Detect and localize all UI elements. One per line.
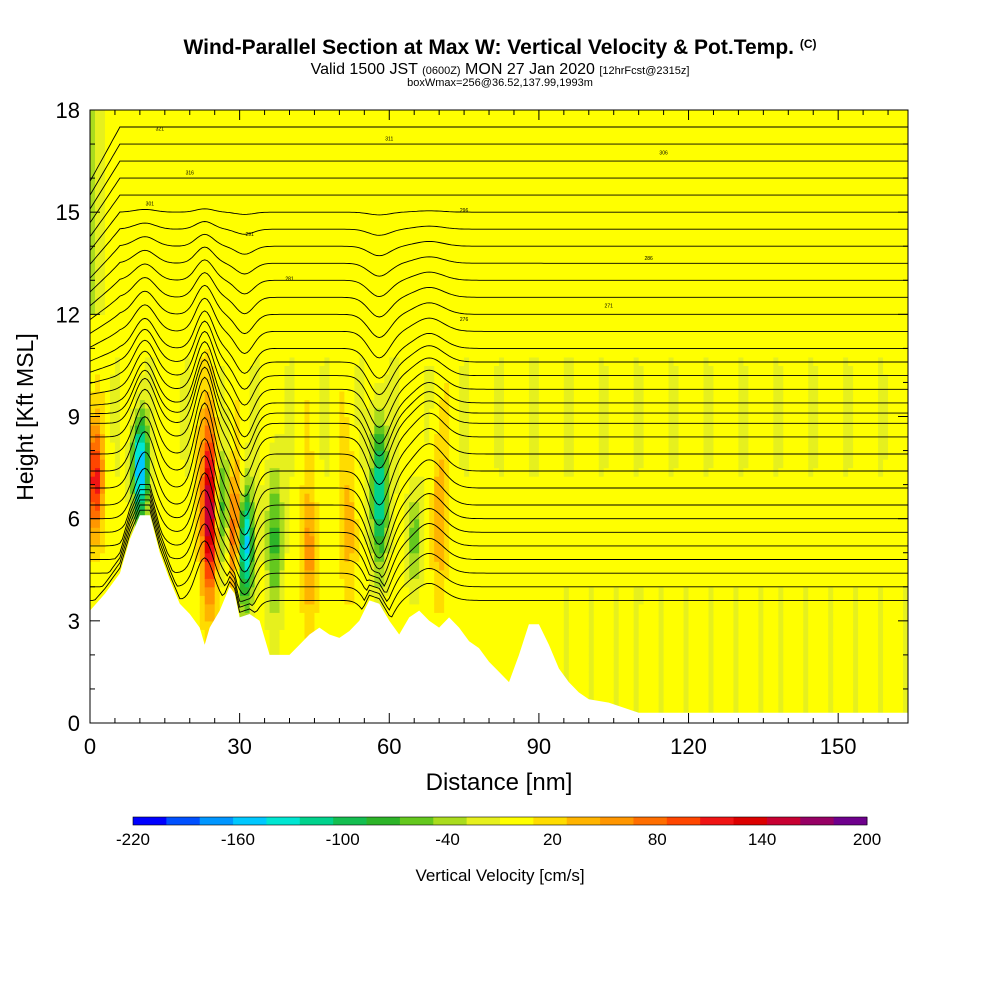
contour-label: 311 (385, 137, 393, 143)
x-tick-label: 150 (820, 734, 857, 759)
x-tick-label: 0 (84, 734, 96, 759)
copyright-mark: (C) (799, 37, 817, 51)
theta-contours (90, 126, 908, 618)
chart-title: Wind-Parallel Section at Max W: Vertical… (183, 36, 817, 59)
contour-label: 306 (659, 150, 668, 156)
box-wmax-line: boxWmax=256@36.52,137.99,1993m (407, 77, 593, 89)
y-axis: 0 3 6 9 12 15 18 (56, 98, 908, 736)
y-tick-label: 3 (68, 609, 80, 634)
colorbar-swatch (333, 817, 368, 825)
colorbar-tick-label: 80 (648, 830, 667, 849)
colorbar-swatch (666, 817, 701, 825)
y-tick-label: 18 (56, 98, 80, 123)
colorbar-swatch (566, 817, 601, 825)
colorbar-swatch (199, 817, 234, 825)
x-axis-label: Distance [nm] (426, 769, 573, 796)
x-axis: 0 30 60 90 120 150 (84, 110, 889, 759)
colorbar-swatch (700, 817, 735, 825)
colorbar-swatch (833, 817, 868, 825)
y-tick-label: 6 (68, 507, 80, 532)
colorbar-swatch (600, 817, 634, 825)
contour-label: 286 (644, 256, 653, 262)
y-axis-label: Height [Kft MSL] (12, 333, 38, 500)
colorbar-swatch (233, 817, 267, 825)
contour-label: 281 (285, 276, 294, 282)
contour-label: 271 (605, 304, 614, 310)
x-tick-label: 90 (527, 734, 551, 759)
x-tick-label: 30 (227, 734, 251, 759)
colorbar-swatch (466, 817, 501, 825)
colorbar-swatch (500, 817, 534, 825)
colorbar-swatch (433, 817, 468, 825)
contour-label: 276 (460, 317, 469, 323)
x-tick-label: 60 (377, 734, 401, 759)
colorbar-swatch (733, 817, 768, 825)
x-tick-label: 120 (670, 734, 707, 759)
colorbar-swatch (133, 817, 167, 825)
colorbar-swatch (266, 817, 301, 825)
contour-label: 296 (460, 208, 469, 214)
valid-time-line: Valid 1500 JST (0600Z) MON 27 Jan 2020 [… (310, 61, 690, 78)
colorbar: -220 -160 -100 -40 20 80 140 200 (116, 816, 881, 849)
colorbar-tick-label: 20 (543, 830, 562, 849)
colorbar-swatch (766, 817, 801, 825)
contour-label: 321 (156, 126, 165, 132)
y-tick-label: 15 (56, 200, 80, 225)
colorbar-swatch (533, 817, 568, 825)
colorbar-tick-label: -40 (435, 830, 460, 849)
colorbar-tick-label: 140 (748, 830, 776, 849)
colorbar-tick-label: -160 (221, 830, 255, 849)
colorbar-swatch (166, 817, 201, 825)
colorbar-tick-label: 200 (853, 830, 881, 849)
colorbar-swatch (299, 817, 334, 825)
y-tick-label: 12 (56, 302, 80, 327)
colorbar-label: Vertical Velocity [cm/s] (415, 866, 584, 885)
colorbar-swatch (633, 817, 668, 825)
contour-labels: 321 316 311 306 301 296 291 286 281 276 271 (146, 126, 668, 323)
y-tick-label: 9 (68, 405, 80, 430)
colorbar-swatch (800, 817, 835, 825)
contour-label: 291 (245, 232, 254, 238)
y-tick-label: 0 (68, 711, 80, 736)
colorbar-tick-label: -220 (116, 830, 150, 849)
colorbar-tick-label: -100 (326, 830, 360, 849)
contour-label: 316 (186, 171, 195, 177)
contour-label: 301 (146, 201, 155, 207)
terrain (90, 515, 908, 723)
colorbar-swatch (399, 817, 434, 825)
colorbar-swatch (366, 817, 401, 825)
